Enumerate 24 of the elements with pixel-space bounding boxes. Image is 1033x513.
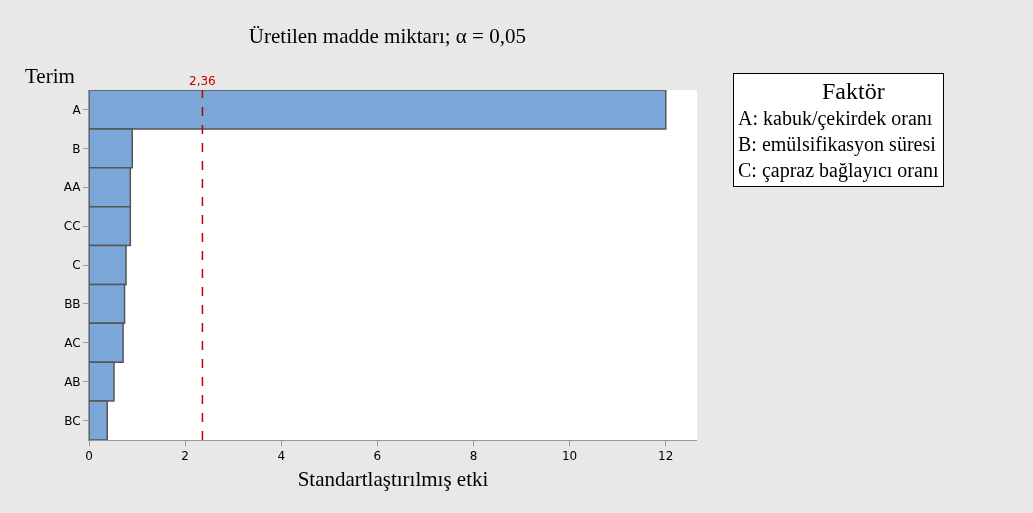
y-tick-label: AA	[63, 180, 82, 195]
x-tick-label: 6	[373, 449, 382, 464]
text: B: emülsifikasyon süresi	[738, 133, 937, 156]
y-tick-label: BB	[64, 297, 81, 312]
ref-line-label: 2,36	[189, 74, 216, 88]
text: A: kabuk/çekirdek oranı	[738, 107, 933, 130]
y-axis-title: Terim	[25, 64, 75, 88]
y-tick-label: CC	[63, 219, 81, 234]
y-tick-label: AC	[64, 335, 81, 350]
y-tick-label: B	[72, 141, 81, 156]
x-tick-label: 10	[561, 449, 578, 464]
x-tick-label: 8	[469, 449, 478, 464]
x-tick-label: 4	[277, 449, 286, 464]
x-tick-label: 0	[85, 449, 93, 464]
text: C: çapraz bağlayıcı oranı	[738, 159, 939, 182]
x-tick-label: 12	[658, 449, 674, 464]
y-tick-label: BC	[64, 413, 81, 428]
text: Faktör	[738, 78, 885, 104]
x-axis-title: Standartlaştırılmış etki	[297, 466, 489, 491]
y-tick-label: AB	[64, 374, 81, 389]
y-tick-label: C	[72, 258, 81, 273]
chart-title: Üretilen madde miktarı; α = 0,05	[248, 24, 526, 49]
y-tick-label: A	[72, 102, 82, 117]
x-tick-label: 2	[181, 449, 189, 464]
